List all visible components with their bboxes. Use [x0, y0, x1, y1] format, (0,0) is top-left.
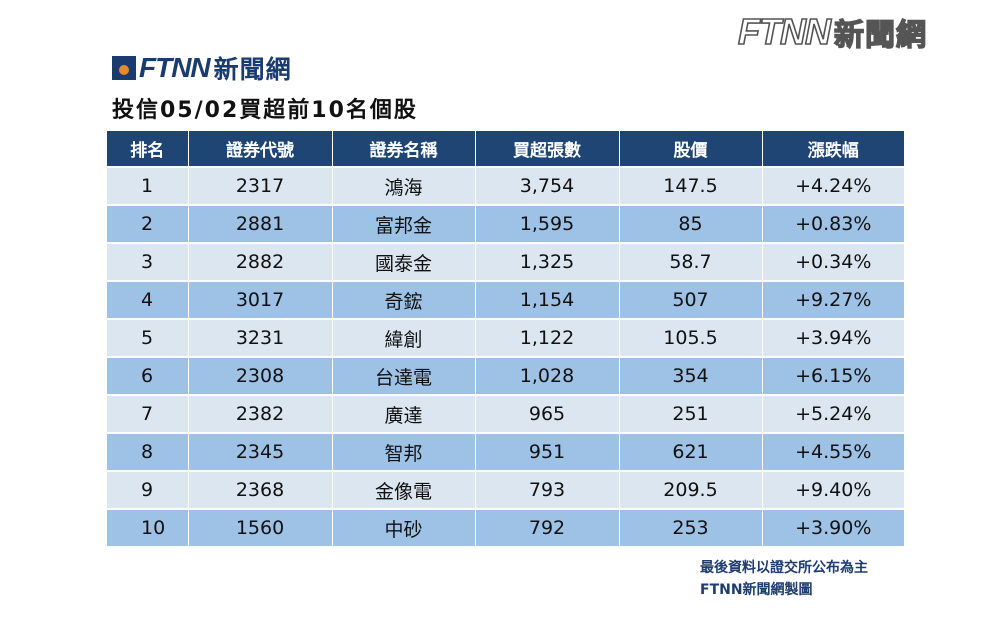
cell-rank: 9	[107, 470, 189, 509]
watermark-brand-cn: 新聞網	[833, 17, 927, 53]
cell-net-buy: 965	[475, 394, 620, 433]
cell-change: +4.24%	[762, 166, 904, 205]
table-row: 4 3017 奇鋐 1,154 507 +9.27%	[107, 280, 904, 319]
cell-name: 緯創	[332, 318, 476, 357]
cell-code: 2368	[188, 470, 333, 509]
footer-note: 最後資料以證交所公布為主 FTNN新聞網製圖	[700, 557, 905, 601]
watermark-logo: FTNN 新聞網	[737, 10, 927, 54]
cell-net-buy: 792	[475, 508, 620, 546]
cell-price: 251	[619, 394, 763, 433]
cell-change: +5.24%	[762, 394, 904, 433]
cell-code: 2345	[188, 432, 333, 471]
cell-net-buy: 1,325	[475, 242, 620, 281]
cell-rank: 10	[107, 508, 189, 546]
cell-net-buy: 951	[475, 432, 620, 471]
cell-rank: 3	[107, 242, 189, 281]
cell-name: 金像電	[332, 470, 476, 509]
cell-price: 354	[619, 356, 763, 395]
cell-code: 2382	[188, 394, 333, 433]
header-rank: 排名	[107, 131, 189, 167]
cell-rank: 5	[107, 318, 189, 357]
cell-net-buy: 1,028	[475, 356, 620, 395]
watermark-brand: FTNN	[737, 10, 832, 53]
cell-code: 3017	[188, 280, 333, 319]
cell-code: 2882	[188, 242, 333, 281]
cell-net-buy: 1,154	[475, 280, 620, 319]
footer-credit: FTNN新聞網製圖	[700, 582, 813, 598]
page-title: 投信05/02買超前10名個股	[112, 98, 418, 123]
cell-rank: 4	[107, 280, 189, 319]
cell-net-buy: 793	[475, 470, 620, 509]
table-row: 5 3231 緯創 1,122 105.5 +3.94%	[107, 318, 904, 357]
table-row: 10 1560 中砂 792 253 +3.90%	[107, 508, 904, 546]
header-price: 股價	[619, 131, 763, 167]
cell-code: 2317	[188, 166, 333, 205]
cell-rank: 2	[107, 204, 189, 243]
table-header-row: 排名 證券代號 證券名稱 買超張數 股價 漲跌幅	[107, 131, 904, 167]
cell-rank: 8	[107, 432, 189, 471]
cell-code: 3231	[188, 318, 333, 357]
cell-change: +3.90%	[762, 508, 904, 546]
header-change: 漲跌幅	[762, 131, 904, 167]
table-row: 7 2382 廣達 965 251 +5.24%	[107, 394, 904, 433]
cell-price: 105.5	[619, 318, 763, 357]
table-row: 6 2308 台達電 1,028 354 +6.15%	[107, 356, 904, 395]
header-net-buy: 買超張數	[475, 131, 620, 167]
cell-price: 85	[619, 204, 763, 243]
logo-brand-cn: 新聞網	[213, 55, 292, 84]
cell-price: 209.5	[619, 470, 763, 509]
cell-net-buy: 1,122	[475, 318, 620, 357]
cell-name: 國泰金	[332, 242, 476, 281]
cell-price: 147.5	[619, 166, 763, 205]
cell-name: 富邦金	[332, 204, 476, 243]
cell-rank: 1	[107, 166, 189, 205]
cell-name: 台達電	[332, 356, 476, 395]
header-name: 證券名稱	[332, 131, 476, 167]
footer-source-note: 最後資料以證交所公布為主	[700, 560, 868, 576]
cell-change: +6.15%	[762, 356, 904, 395]
cell-net-buy: 3,754	[475, 166, 620, 205]
header-code: 證券代號	[188, 131, 333, 167]
cell-rank: 7	[107, 394, 189, 433]
cell-change: +0.83%	[762, 204, 904, 243]
cell-price: 253	[619, 508, 763, 546]
ranking-table: 排名 證券代號 證券名稱 買超張數 股價 漲跌幅 1 2317 鴻海 3,754 147…	[107, 131, 904, 546]
table-row: 9 2368 金像電 793 209.5 +9.40%	[107, 470, 904, 509]
cell-price: 621	[619, 432, 763, 471]
cell-code: 2881	[188, 204, 333, 243]
cell-name: 智邦	[332, 432, 476, 471]
ftnn-logo: FTNN 新聞網	[112, 50, 292, 86]
cell-name: 奇鋐	[332, 280, 476, 319]
cell-code: 2308	[188, 356, 333, 395]
table-row: 1 2317 鴻海 3,754 147.5 +4.24%	[107, 166, 904, 205]
cell-code: 1560	[188, 508, 333, 546]
cell-name: 廣達	[332, 394, 476, 433]
cell-price: 507	[619, 280, 763, 319]
cell-name: 中砂	[332, 508, 476, 546]
table-row: 3 2882 國泰金 1,325 58.7 +0.34%	[107, 242, 904, 281]
table-row: 2 2881 富邦金 1,595 85 +0.83%	[107, 204, 904, 243]
cell-rank: 6	[107, 356, 189, 395]
cell-net-buy: 1,595	[475, 204, 620, 243]
cell-change: +3.94%	[762, 318, 904, 357]
cell-change: +0.34%	[762, 242, 904, 281]
logo-mark-icon	[112, 56, 136, 80]
cell-change: +9.40%	[762, 470, 904, 509]
table-row: 8 2345 智邦 951 621 +4.55%	[107, 432, 904, 471]
cell-change: +9.27%	[762, 280, 904, 319]
cell-name: 鴻海	[332, 166, 476, 205]
logo-brand: FTNN	[139, 52, 211, 83]
cell-price: 58.7	[619, 242, 763, 281]
cell-change: +4.55%	[762, 432, 904, 471]
